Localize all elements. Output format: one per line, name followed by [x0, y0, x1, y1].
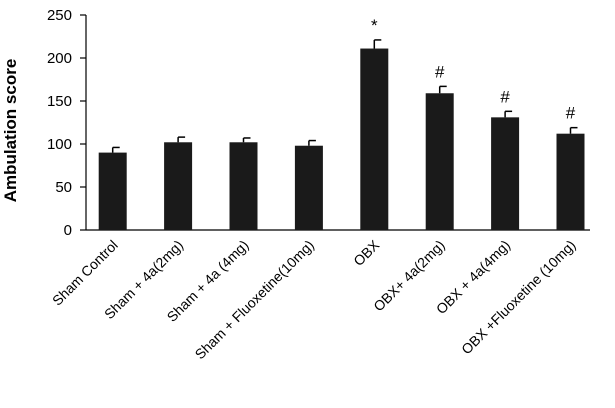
- y-tick-label: 0: [64, 222, 72, 239]
- significance-annotations: * # # #: [371, 16, 576, 123]
- bar: [425, 93, 454, 230]
- error-bars: [111, 39, 578, 153]
- bars: [98, 48, 585, 230]
- bar: [360, 48, 389, 230]
- x-tick-label: OBX +Fluoxetine (10mg): [458, 237, 579, 358]
- significance-marker: #: [566, 104, 576, 123]
- bar: [164, 142, 193, 230]
- y-tick-label: 50: [55, 179, 72, 196]
- y-tick-label: 100: [47, 136, 72, 153]
- bar: [98, 152, 127, 230]
- x-tick-label: Sham + Fluoxetine(10mg): [192, 237, 317, 362]
- y-ticks: 0 50 100 150 200 250: [47, 7, 86, 239]
- significance-marker: *: [371, 16, 378, 35]
- y-tick-label: 200: [47, 50, 72, 67]
- bar: [229, 142, 258, 230]
- bar: [556, 133, 585, 230]
- y-tick-label: 250: [47, 7, 72, 24]
- bar: [491, 117, 520, 230]
- y-tick-label: 150: [47, 93, 72, 110]
- significance-marker: #: [435, 62, 445, 81]
- x-tick-label: Sham Control: [49, 237, 121, 309]
- y-axis-label: Ambulation score: [1, 59, 20, 203]
- significance-marker: #: [500, 87, 510, 106]
- y-axis-group: 0 50 100 150 200 250 Ambulation score: [1, 7, 87, 239]
- bar: [294, 145, 323, 230]
- x-tick-label: OBX: [350, 236, 383, 269]
